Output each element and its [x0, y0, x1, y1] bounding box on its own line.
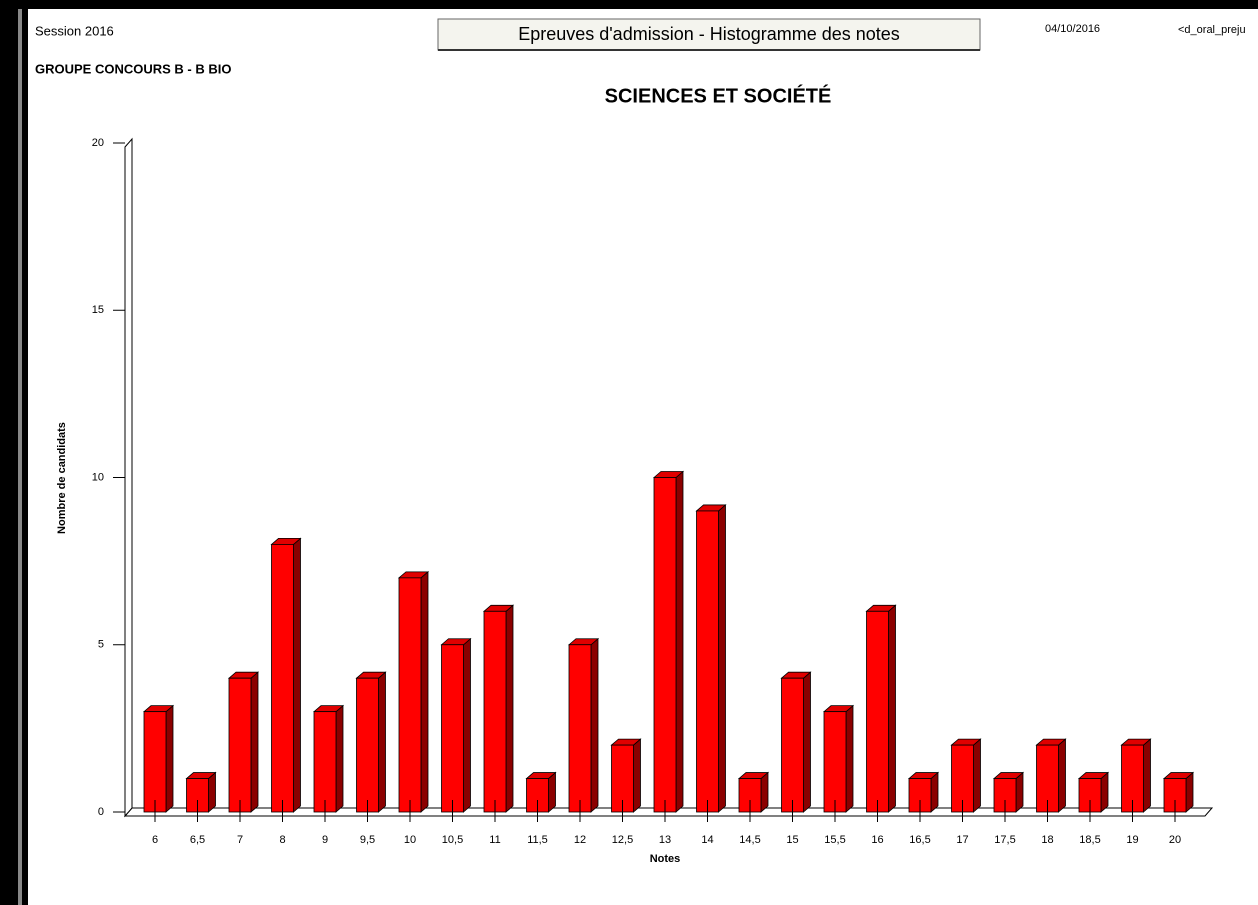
x-tick-label: 12,5	[612, 834, 633, 846]
bar-side	[633, 738, 641, 813]
x-tick-label: 9,5	[360, 834, 375, 846]
x-tick-label: 8	[279, 834, 285, 846]
bar	[823, 711, 847, 813]
x-tick-label: 15	[786, 834, 798, 846]
y-axis-label: Nombre de candidats	[56, 422, 68, 534]
bar	[441, 644, 464, 813]
x-tick-label: 6,5	[190, 834, 205, 846]
x-tick-label: 6	[152, 834, 158, 846]
bar	[313, 711, 337, 813]
bar-side	[463, 637, 471, 813]
x-tick-label: 15,5	[824, 834, 845, 846]
bar-side	[548, 771, 556, 813]
bar-side	[718, 504, 726, 813]
x-tick-label: 13	[659, 834, 671, 846]
bar-side	[1100, 771, 1109, 813]
bar-side	[1058, 738, 1066, 813]
x-tick-label: 12	[574, 834, 586, 846]
x-tick-label: 10	[404, 834, 416, 846]
x-tick-label: 14,5	[739, 834, 760, 846]
bar-side	[1015, 771, 1024, 813]
bar-side	[590, 637, 599, 813]
bar	[483, 610, 507, 813]
y-tick-label: 10	[92, 471, 104, 483]
bar-side	[760, 771, 769, 813]
x-axis-label: Notes	[650, 853, 681, 865]
x-tick-label: 20	[1169, 834, 1181, 846]
report-title: Epreuves d'admission - Histogramme des n…	[518, 24, 900, 44]
bar-side	[335, 704, 344, 813]
bar-side	[505, 604, 514, 813]
x-tick-label: 19	[1126, 834, 1138, 846]
bar-side	[420, 570, 429, 813]
x-tick-label: 16	[871, 834, 883, 846]
bar	[271, 544, 294, 813]
y-tick-label: 5	[98, 639, 104, 651]
bar-side	[888, 604, 896, 813]
bar	[398, 577, 422, 813]
y-tick-label: 15	[92, 304, 104, 316]
bar-side	[208, 771, 216, 813]
bar	[228, 677, 252, 813]
x-tick-label: 18,5	[1079, 834, 1100, 846]
bar-side	[293, 537, 301, 813]
bar	[781, 677, 804, 813]
session: Session 2016	[35, 23, 114, 38]
bar	[356, 677, 379, 813]
bar	[568, 644, 592, 813]
bar-side	[803, 671, 811, 813]
x-tick-label: 17,5	[994, 834, 1015, 846]
bar-side	[675, 470, 684, 813]
bar-side	[930, 771, 939, 813]
report-id: <d_oral_preju	[1178, 24, 1246, 36]
group: GROUPE CONCOURS B - B BIO	[35, 61, 231, 76]
x-tick-label: 14	[701, 834, 713, 846]
bar-side	[845, 704, 854, 813]
x-tick-label: 18	[1041, 834, 1053, 846]
bar	[653, 477, 677, 813]
left-border	[0, 0, 28, 905]
bar	[143, 711, 167, 813]
date: 04/10/2016	[1045, 23, 1100, 35]
x-tick-label: 17	[956, 834, 968, 846]
bar-side	[165, 704, 174, 813]
x-tick-label: 16,5	[909, 834, 930, 846]
x-tick-label: 10,5	[442, 834, 463, 846]
bar-side	[250, 671, 259, 813]
bar	[866, 610, 889, 813]
x-tick-label: 9	[322, 834, 328, 846]
bar-side	[1143, 738, 1151, 813]
x-tick-label: 11	[489, 834, 500, 846]
left-rule	[18, 9, 22, 905]
y-tick-label: 0	[98, 806, 104, 818]
chart-title: SCIENCES ET SOCIÉTÉ	[605, 84, 832, 107]
bar-side	[973, 738, 981, 813]
y-axis-wall	[124, 137, 133, 818]
bar-side	[1185, 771, 1194, 813]
bar-side	[378, 671, 386, 813]
x-tick-label: 7	[237, 834, 243, 846]
bar	[696, 510, 719, 813]
title-box	[437, 18, 981, 51]
y-tick-label: 20	[92, 137, 104, 149]
x-tick-label: 11,5	[527, 834, 548, 846]
top-border	[0, 0, 1258, 9]
